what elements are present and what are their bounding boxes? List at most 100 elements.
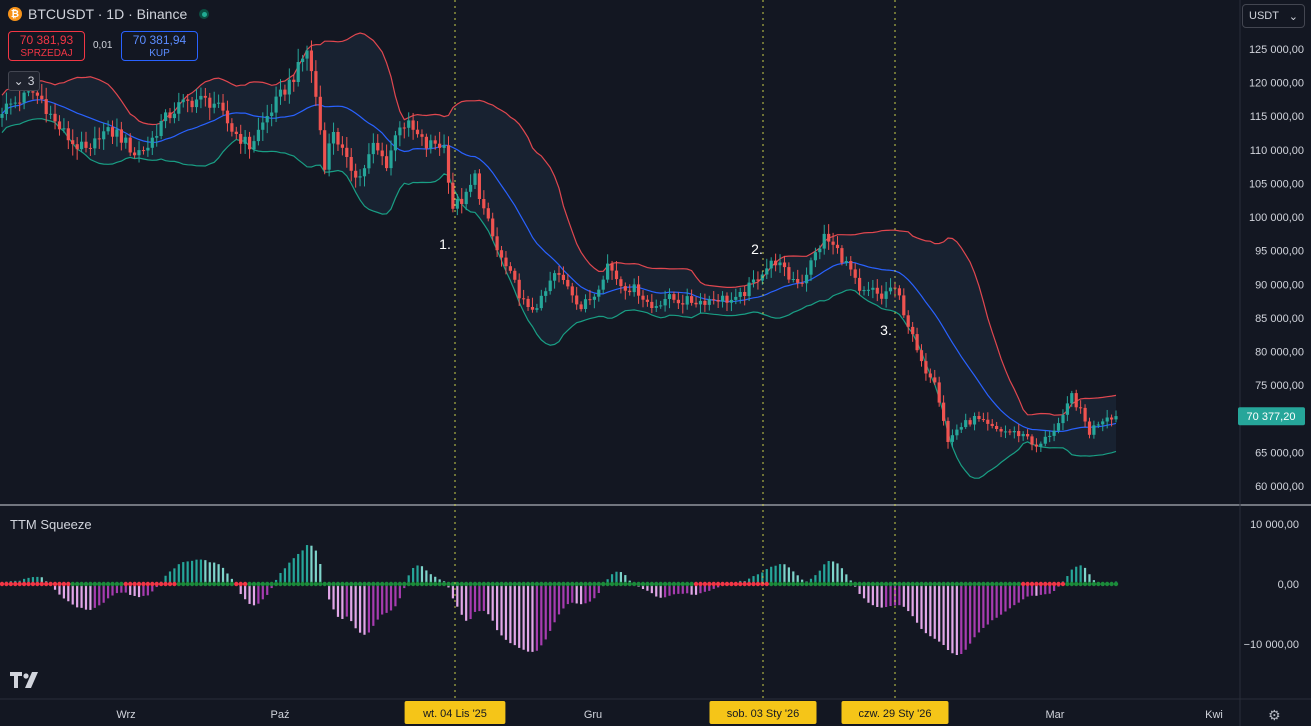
- currency-select[interactable]: USDT ⌄: [1242, 4, 1305, 28]
- squeeze-dot: [167, 581, 173, 587]
- squeeze-dot: [503, 581, 509, 587]
- candle-body: [1070, 393, 1074, 404]
- squeeze-dot: [123, 581, 128, 587]
- candle-body: [314, 71, 318, 97]
- squeeze-dot: [936, 581, 942, 587]
- squeeze-dot: [715, 581, 721, 587]
- squeeze-dot: [70, 581, 75, 587]
- candle-body: [336, 132, 340, 145]
- candle-body: [212, 103, 216, 108]
- candle-body: [592, 296, 596, 300]
- candle-body: [902, 295, 906, 316]
- squeeze-dot: [698, 581, 703, 587]
- squeeze-dot: [932, 581, 937, 587]
- squeeze-dot: [8, 581, 14, 587]
- squeeze-dot: [44, 581, 49, 587]
- candle-body: [1105, 417, 1109, 422]
- squeeze-dot: [746, 581, 752, 587]
- squeeze-dot: [331, 581, 336, 587]
- candle-body: [800, 282, 804, 284]
- squeeze-dot: [1060, 581, 1066, 587]
- candle-body: [835, 244, 840, 249]
- candle-body: [610, 263, 614, 271]
- squeeze-dot: [375, 581, 380, 587]
- candle-body: [1056, 423, 1061, 431]
- squeeze-dot: [185, 581, 190, 587]
- squeeze-dot: [35, 581, 40, 587]
- candle-body: [897, 288, 901, 296]
- candle-body: [473, 173, 477, 185]
- candle-body: [557, 273, 561, 275]
- candle-body: [424, 136, 428, 149]
- candle-body: [305, 50, 309, 59]
- candle-body: [553, 273, 557, 281]
- squeeze-dot: [906, 581, 911, 587]
- symbol-header[interactable]: ₿ BTCUSDT · 1D · Binance: [8, 6, 210, 22]
- candle-body: [301, 58, 305, 62]
- squeeze-dot: [928, 581, 933, 587]
- squeeze-dot: [508, 581, 513, 587]
- candle-body: [221, 102, 225, 111]
- squeeze-dot: [901, 581, 907, 587]
- candle-body: [866, 289, 870, 291]
- indicator-title[interactable]: TTM Squeeze: [10, 517, 92, 532]
- squeeze-dot: [1043, 581, 1048, 587]
- candle-body: [884, 291, 888, 299]
- candle-body: [650, 301, 654, 308]
- gear-icon[interactable]: ⚙: [1268, 707, 1281, 723]
- tradingview-logo-icon[interactable]: [10, 672, 40, 693]
- squeeze-dot: [543, 581, 548, 587]
- sell-button[interactable]: 70 381,93 SPRZEDAJ: [8, 31, 85, 61]
- squeeze-dot: [565, 581, 571, 587]
- price-axis-label: 90 000,00: [1255, 279, 1304, 291]
- candle-body: [831, 241, 835, 245]
- candle-body: [49, 113, 53, 115]
- squeeze-dot: [101, 581, 106, 587]
- candle-body: [623, 286, 627, 291]
- squeeze-dot: [791, 581, 796, 587]
- squeeze-dot: [914, 581, 920, 587]
- candle-body: [429, 140, 433, 149]
- squeeze-dot: [998, 581, 1004, 587]
- symbol-title[interactable]: BTCUSDT · 1D · Binance: [28, 6, 188, 22]
- squeeze-dot: [693, 581, 699, 587]
- candle-body: [1030, 436, 1034, 445]
- squeeze-dot: [300, 581, 305, 587]
- squeeze-dot: [30, 581, 36, 587]
- candle-body: [986, 419, 990, 424]
- candle-body: [787, 267, 791, 280]
- candle-body: [411, 120, 415, 130]
- candle-body: [734, 296, 738, 300]
- candle-body: [977, 416, 981, 419]
- time-axis-label: Kwi: [1205, 709, 1223, 721]
- squeeze-dot: [910, 581, 915, 587]
- candle-body: [398, 127, 402, 136]
- squeeze-dot: [945, 581, 951, 587]
- squeeze-dot: [172, 581, 177, 587]
- squeeze-dot: [441, 581, 447, 587]
- squeeze-dot: [424, 581, 429, 587]
- candle-body: [725, 295, 729, 303]
- squeeze-dot: [194, 581, 199, 587]
- candle-body: [340, 144, 344, 148]
- squeeze-dot: [119, 581, 124, 587]
- candle-body: [177, 102, 181, 114]
- indicators-collapse-button[interactable]: ⌄ 3: [8, 71, 40, 91]
- squeeze-dot: [52, 581, 58, 587]
- squeeze-dot: [21, 581, 27, 587]
- candle-body: [813, 252, 817, 261]
- candle-body: [420, 134, 424, 137]
- squeeze-dot: [1029, 581, 1035, 587]
- candle-body: [93, 138, 97, 149]
- squeeze-dot: [866, 581, 871, 587]
- buy-button[interactable]: 70 381,94 KUP: [121, 31, 198, 61]
- candle-body: [362, 168, 367, 177]
- squeeze-dot: [207, 581, 212, 587]
- squeeze-dot: [941, 581, 946, 587]
- candle-body: [809, 260, 813, 275]
- squeeze-dot: [344, 581, 350, 587]
- candle-body: [97, 138, 101, 140]
- squeeze-dot: [614, 581, 619, 587]
- candle-body: [778, 262, 782, 266]
